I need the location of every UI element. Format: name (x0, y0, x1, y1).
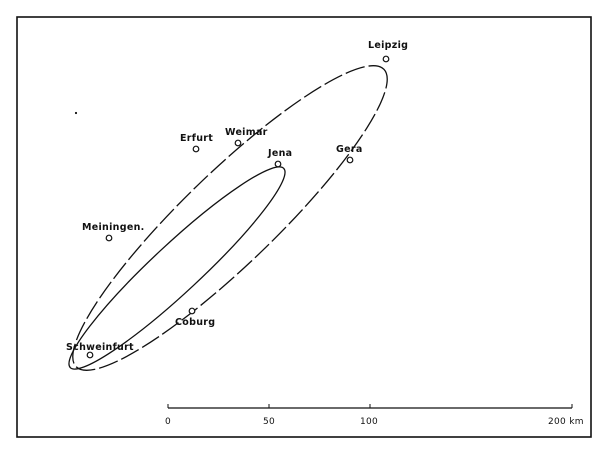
city-label: Schweinfurt (66, 342, 134, 353)
city-meiningen: Meiningen. (82, 222, 145, 242)
scale-label-0: 0 (165, 417, 171, 427)
city-coburg: Coburg (175, 307, 215, 328)
city-label: Leipzig (368, 40, 408, 51)
city-label: Gera (336, 144, 363, 155)
scale-bar: 0 50 100 200 km (165, 404, 584, 427)
map-frame (16, 16, 592, 438)
scale-label-50: 50 (263, 417, 275, 427)
city-marker (192, 145, 200, 153)
city-marker (274, 160, 282, 168)
city-marker (188, 307, 196, 315)
outer-dashed-ellipse (72, 65, 388, 371)
stray-dot (74, 111, 78, 115)
city-label: Jena (267, 148, 292, 159)
city-marker (105, 234, 113, 242)
inner-solid-ellipse (68, 166, 286, 370)
city-jena: Jena (267, 148, 292, 168)
city-label: Coburg (175, 317, 215, 328)
city-schweinfurt: Schweinfurt (66, 342, 134, 359)
city-label: Meiningen. (82, 222, 145, 233)
city-label: Erfurt (180, 133, 213, 144)
city-marker (382, 55, 390, 63)
city-gera: Gera (336, 144, 363, 164)
city-weimar: Weimar (225, 127, 268, 147)
city-erfurt: Erfurt (180, 133, 213, 153)
city-leipzig: Leipzig (368, 40, 408, 63)
city-label: Weimar (225, 127, 268, 138)
city-marker (86, 351, 94, 359)
scale-label-end: 200 km (548, 417, 584, 427)
scale-label-100: 100 (360, 417, 378, 427)
city-marker (346, 156, 354, 164)
city-marker (234, 139, 242, 147)
